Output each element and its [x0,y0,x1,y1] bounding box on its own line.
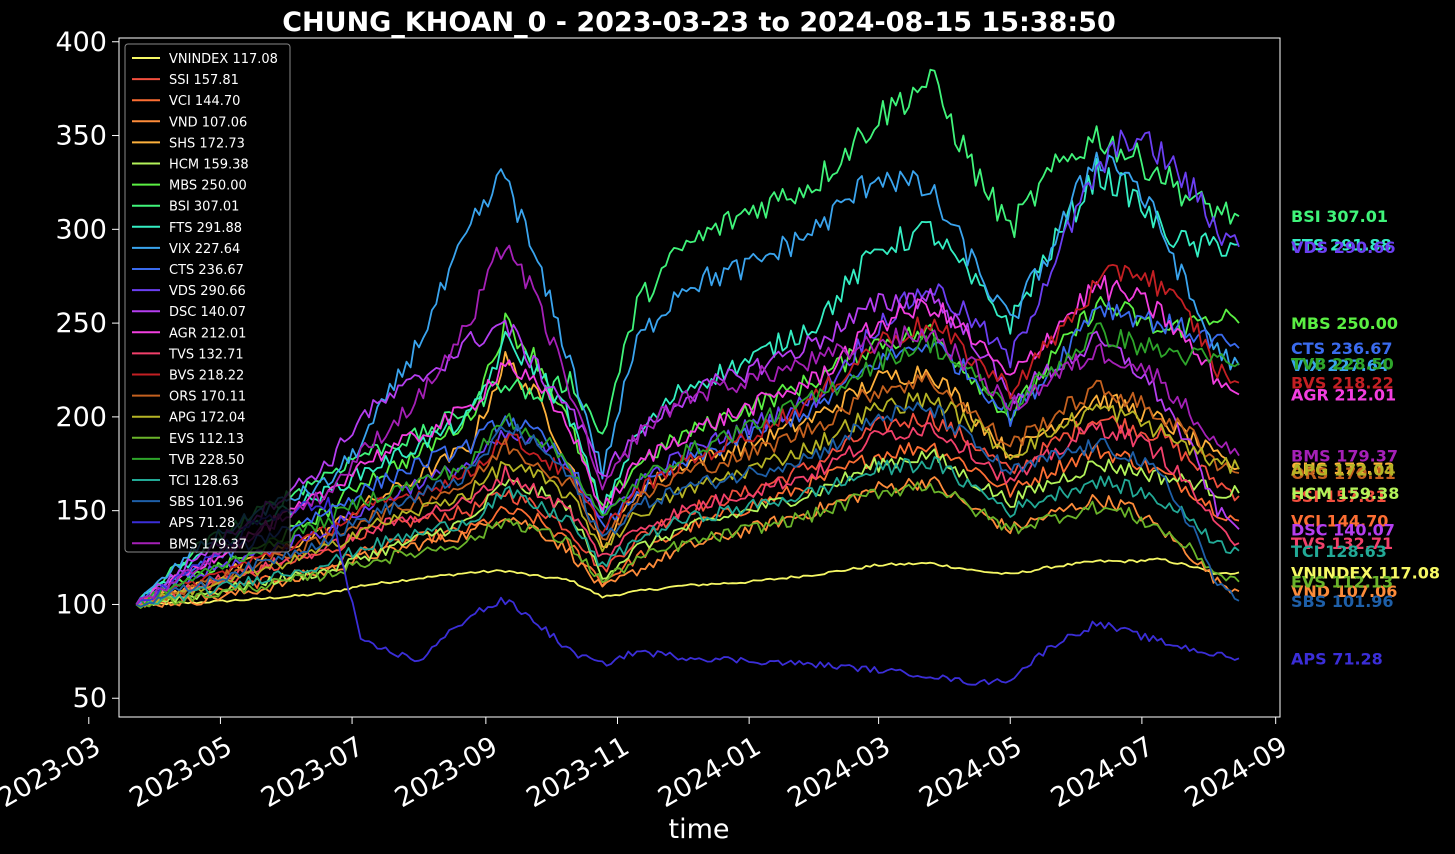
legend-entry: EVS 112.13 [169,432,244,447]
y-tick-label: 350 [55,121,107,152]
series-line-dsc [136,287,1240,606]
y-tick-label: 250 [55,308,107,339]
series-line-vds [135,129,1240,605]
series-line-aps [135,496,1240,686]
series-line-tvb [135,322,1240,606]
end-label-vnd: VND 107.06 [1291,582,1397,601]
end-label-sbs: SBS 101.96 [1291,592,1394,611]
legend: VNINDEX 117.08 SSI 157.81 VCI 144.70 VND 10… [124,43,291,553]
legend-entry: TVS 132.71 [168,347,244,362]
legend-entry: VDS 290.66 [169,284,246,299]
legend-entry: APG 172.04 [169,411,245,426]
series-line-ors [135,371,1240,607]
series-line-bms [135,244,1240,606]
chart-title: CHUNG_KHOAN_0 - 2023-03-23 to 2024-08-15… [282,7,1116,38]
legend-entry: MBS 250.00 [169,179,247,194]
legend-entry: DSC 140.07 [169,305,246,320]
y-tick-label: 100 [55,589,107,620]
end-label-shs: SHS 172.73 [1291,459,1395,478]
legend-entry: BMS 179.37 [169,537,247,552]
end-label-tci: TCI 128.63 [1291,542,1387,561]
end-label-aps: APS 71.28 [1291,649,1383,668]
end-label-mbs: MBS 250.00 [1291,314,1398,333]
x-axis-label: time [668,814,729,845]
end-label-bvs: BVS 218.22 [1291,374,1394,393]
legend-entry: HCM 159.38 [169,158,249,173]
series-line-hcm [135,448,1240,608]
series-line-tvs [135,421,1240,608]
series-line-shs [135,350,1240,608]
y-tick-label: 400 [55,27,107,58]
series-line-vnindex [136,557,1240,606]
legend-entry: SBS 101.96 [169,495,244,510]
legend-entry: APS 71.28 [169,516,235,531]
series-line-evs [135,481,1240,609]
series-line-vix [135,151,1240,606]
legend-entry: SHS 172.73 [169,136,245,151]
series-layer [135,68,1240,686]
y-tick-label: 150 [55,496,107,527]
end-label-dsc: DSC 140.07 [1291,520,1395,539]
end-label-tvs: TVS 132.71 [1291,534,1393,553]
end-label-vds: VDS 290.66 [1291,238,1396,257]
end-label-agr: AGR 212.01 [1291,385,1396,404]
end-label-ors: ORS 170.11 [1291,464,1396,483]
legend-entry: FTS 291.88 [169,221,242,236]
y-tick-label: 50 [73,683,107,714]
legend-entry: VIX 227.64 [169,242,240,257]
end-label-fts: FTS 291.88 [1291,236,1392,255]
end-label-apg: APG 172.04 [1291,460,1396,479]
legend-entry: BSI 307.01 [169,200,239,215]
legend-entry: BVS 218.22 [169,369,244,384]
legend-entry: VNINDEX 117.08 [169,52,278,67]
end-label-ssi: SSI 157.81 [1291,487,1387,506]
end-label-cts: CTS 236.67 [1291,339,1393,358]
y-tick-label: 200 [55,402,107,433]
end-label-layer: VNINDEX 117.08 SSI 157.81 VCI 144.70 VND 10… [1291,207,1440,668]
end-label-hcm: HCM 159.38 [1291,484,1399,503]
legend-entry: TCI 128.63 [168,474,239,489]
series-line-vnd [135,476,1240,608]
end-label-bsi: BSI 307.01 [1291,207,1388,226]
end-label-evs: EVS 112.13 [1291,573,1393,592]
legend-entry: ORS 170.11 [169,390,246,405]
legend-entry: TVB 228.50 [168,453,244,468]
end-label-vci: VCI 144.70 [1291,512,1388,531]
legend-entry: AGR 212.01 [169,326,246,341]
end-label-vix: VIX 227.64 [1291,356,1389,375]
end-label-tvb: TVB 228.50 [1291,354,1394,373]
end-label-bms: BMS 179.37 [1291,447,1398,466]
legend-entry: VND 107.06 [169,115,247,130]
legend-entry: SSI 157.81 [169,73,239,88]
y-tick-label: 300 [55,214,107,245]
end-label-vnindex: VNINDEX 117.08 [1291,563,1440,582]
legend-box [124,43,291,553]
plot-area-frame [118,37,1281,718]
legend-entry: VCI 144.70 [169,94,240,109]
series-line-cts [135,300,1240,605]
series-line-sbs [135,401,1240,608]
legend-entry: CTS 236.67 [169,263,244,278]
series-line-tci [135,456,1240,606]
series-line-bsi [135,68,1240,605]
series-line-apg [136,392,1240,607]
